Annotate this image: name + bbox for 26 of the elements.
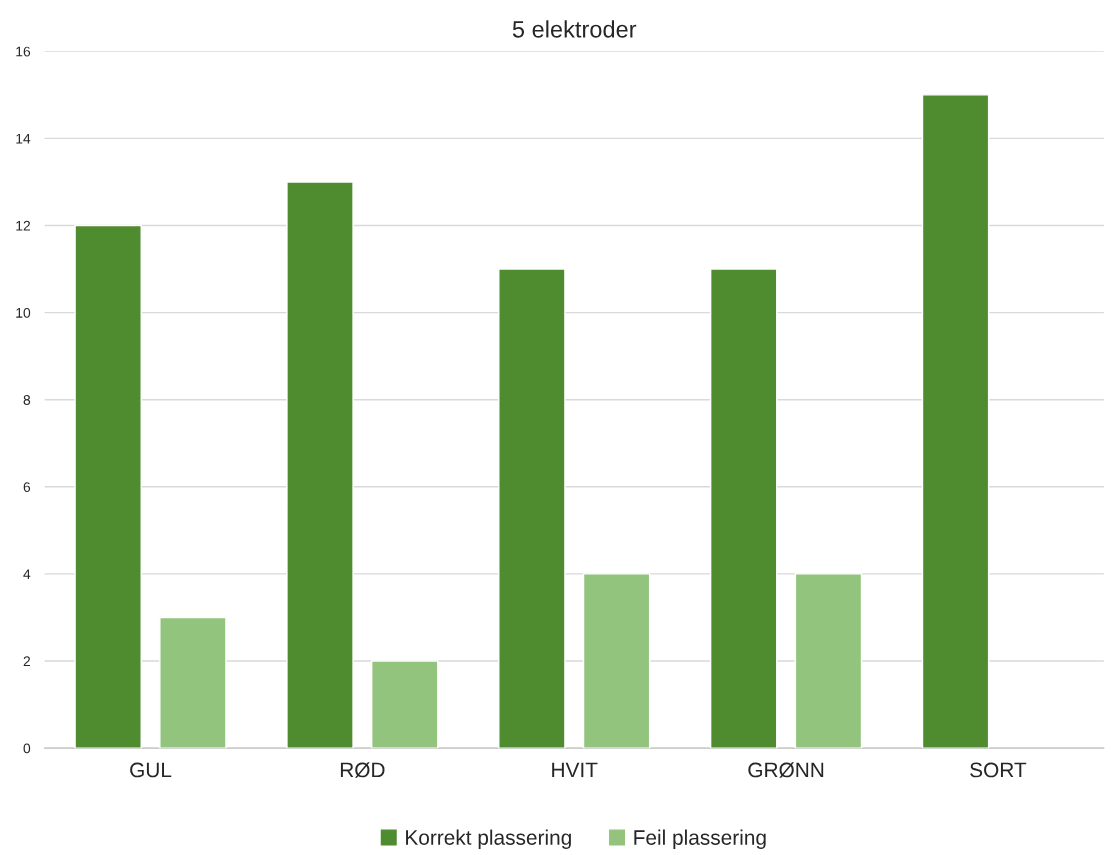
- y-tick-label: 16: [16, 46, 31, 57]
- y-tick-label: 4: [23, 569, 31, 579]
- legend-label: Feil plassering: [634, 829, 766, 850]
- bar: [709, 268, 778, 749]
- x-tick-label: GUL: [130, 762, 172, 778]
- bar: [921, 94, 990, 749]
- bar: [286, 181, 354, 749]
- bar: [74, 224, 142, 749]
- x-tick-label: GRØNN: [748, 762, 824, 778]
- legend-label: Korrekt plassering: [406, 829, 571, 850]
- bar: [371, 660, 439, 749]
- bar: [159, 616, 227, 749]
- y-tick-label: 0: [23, 743, 31, 754]
- y-tick-label: 14: [16, 133, 31, 144]
- x-tick-label: RØD: [340, 762, 385, 778]
- x-tick-label: SORT: [970, 762, 1027, 778]
- y-tick-label: 8: [23, 395, 31, 405]
- bar: [498, 268, 566, 749]
- y-tick-label: 2: [23, 656, 31, 667]
- chart-title: 5 elektroder: [512, 20, 637, 38]
- bar: [794, 573, 863, 749]
- y-tick-label: 10: [16, 307, 31, 318]
- bar: [582, 573, 651, 749]
- y-tick-label: 6: [23, 482, 31, 492]
- x-tick-label: HVIT: [552, 762, 598, 778]
- y-tick-label: 12: [16, 220, 31, 231]
